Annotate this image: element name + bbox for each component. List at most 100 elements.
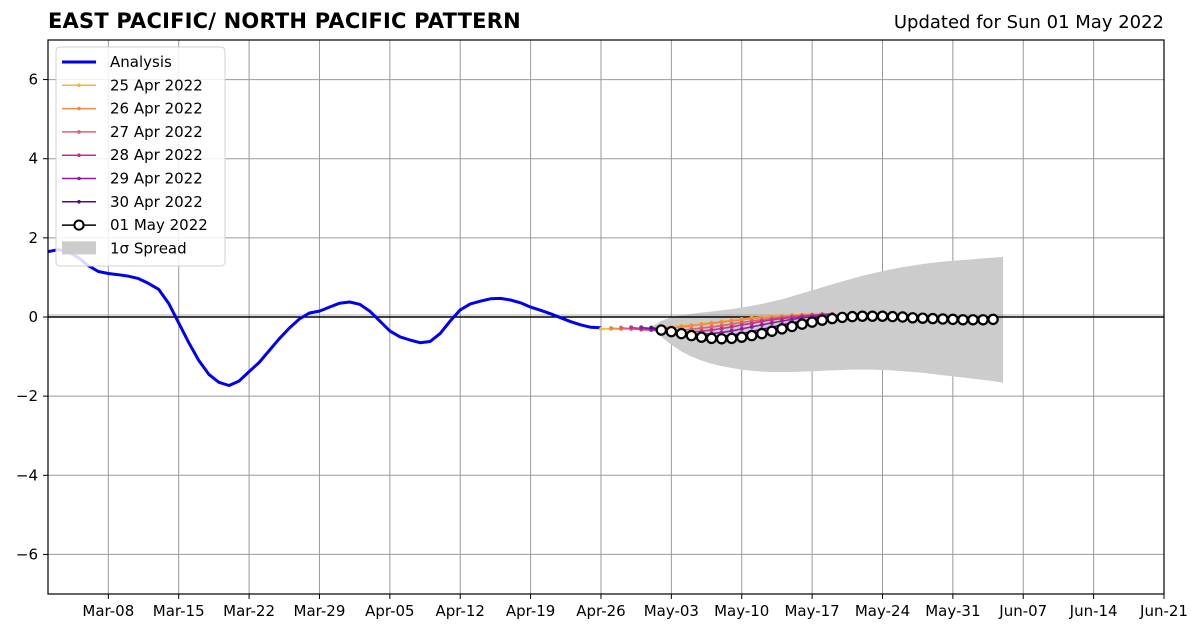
forecast-point	[749, 324, 754, 329]
forecast-point	[957, 314, 969, 326]
forecast-point	[759, 322, 764, 327]
forecast-point	[789, 317, 795, 322]
legend-label: 1σ Spread	[110, 239, 187, 257]
forecast-point	[675, 327, 688, 340]
legend-label: 27 Apr 2022	[110, 123, 203, 141]
x-tick-label: Mar-22	[223, 602, 275, 620]
forecast-point	[906, 312, 919, 324]
y-tick-label: −2	[16, 387, 38, 405]
forecast-point	[779, 318, 784, 324]
forecast-point	[756, 327, 768, 340]
forecast-point	[826, 312, 838, 325]
legend: Analysis 25 Apr 2022 26 Apr 2022 27 Apr 202…	[55, 46, 226, 267]
forecast-point	[649, 325, 654, 330]
forecast-point	[739, 322, 744, 327]
analysis-line	[48, 248, 602, 387]
x-tick-label: Mar-29	[294, 602, 346, 620]
legend-marker	[77, 130, 81, 134]
forecast-point	[709, 321, 714, 326]
legend-label: 26 Apr 2022	[110, 100, 203, 118]
y-tick-label: 2	[28, 229, 38, 247]
forecast-point	[729, 324, 734, 329]
forecast-point	[699, 322, 704, 327]
forecast-point	[886, 310, 899, 323]
forecast-point	[769, 320, 774, 325]
forecast-point	[967, 314, 979, 326]
forecast-point	[806, 316, 818, 328]
forecast-point	[639, 325, 644, 330]
legend-label: 28 Apr 2022	[110, 146, 203, 164]
plot-frame	[47, 39, 1165, 595]
forecast-point	[665, 325, 678, 338]
forecast-point	[856, 310, 869, 322]
legend-label: Analysis	[110, 53, 172, 71]
forecast-point	[746, 329, 758, 342]
legend-label: 25 Apr 2022	[110, 76, 203, 94]
forecast-point	[796, 318, 808, 330]
y-tick-label: −6	[16, 545, 38, 563]
x-tick-label: May-24	[855, 602, 910, 620]
forecast-point	[719, 326, 724, 331]
legend-label: 30 Apr 2022	[110, 193, 203, 211]
forecast-point	[739, 326, 744, 331]
forecast-point	[927, 312, 939, 325]
forecast-point	[977, 314, 989, 326]
forecast-point	[736, 331, 748, 343]
forecast-point	[987, 313, 999, 326]
legend-label: 01 May 2022	[110, 216, 208, 234]
forecast-point	[866, 310, 879, 322]
forecast-point	[655, 324, 667, 336]
forecast-point	[715, 333, 728, 345]
y-tick-label: 4	[28, 150, 38, 168]
forecast-point	[749, 321, 754, 326]
x-tick-label: Apr-26	[576, 602, 626, 620]
legend-swatch	[62, 241, 96, 255]
x-tick-label: Jun-21	[1139, 602, 1188, 620]
forecast-point	[709, 328, 714, 333]
forecast-point	[608, 326, 614, 331]
legend-marker	[77, 200, 81, 204]
forecast-point	[917, 312, 929, 324]
forecast-point	[725, 332, 738, 345]
forecast-point	[689, 323, 694, 328]
forecast-point	[719, 320, 724, 325]
legend-marker	[77, 106, 81, 111]
x-tick-label: Mar-08	[82, 602, 134, 620]
x-tick-label: Jun-14	[1069, 602, 1118, 620]
legend-marker	[77, 176, 81, 181]
x-tick-label: Apr-19	[506, 602, 556, 620]
legend-marker	[73, 219, 85, 231]
y-tick-label: 6	[28, 71, 38, 89]
forecast-point	[937, 313, 949, 325]
x-tick-label: Apr-12	[435, 602, 485, 620]
legend-label: 29 Apr 2022	[110, 170, 203, 188]
legend-marker	[77, 83, 81, 88]
chart-updated-date: Updated for Sun 01 May 2022	[893, 12, 1164, 33]
forecast-point	[759, 319, 764, 324]
y-tick-label: −4	[16, 466, 38, 484]
forecast-point	[695, 331, 708, 343]
forecast-point	[876, 310, 889, 322]
x-tick-label: Apr-05	[365, 602, 415, 620]
forecast-series-6	[655, 310, 999, 345]
forecast-point	[947, 313, 959, 326]
x-tick-label: May-10	[714, 602, 769, 620]
legend-marker	[77, 153, 81, 157]
legend-box	[55, 46, 226, 267]
x-tick-label: May-31	[925, 602, 980, 620]
forecast-point	[685, 329, 698, 342]
forecast-point	[766, 325, 778, 337]
x-tick-label: May-03	[644, 602, 699, 620]
x-tick-label: Jun-07	[998, 602, 1047, 620]
forecast-point	[836, 311, 848, 324]
forecast-point	[786, 320, 798, 333]
forecast-point	[896, 311, 909, 323]
forecast-point	[619, 325, 624, 330]
forecast-point	[598, 326, 604, 331]
x-tick-label: May-17	[784, 602, 839, 620]
forecast-point	[729, 328, 734, 333]
forecast-point	[776, 323, 788, 335]
x-tick-label: Mar-15	[153, 602, 205, 620]
forecast-point	[629, 325, 634, 330]
